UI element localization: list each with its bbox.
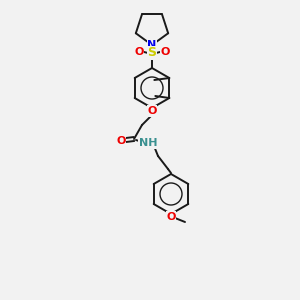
Text: NH: NH [139,138,157,148]
Text: O: O [147,106,157,116]
Text: O: O [166,212,176,222]
Text: O: O [134,47,144,57]
Text: S: S [148,46,157,59]
Text: N: N [147,40,157,50]
Text: O: O [116,136,126,146]
Text: O: O [160,47,170,57]
